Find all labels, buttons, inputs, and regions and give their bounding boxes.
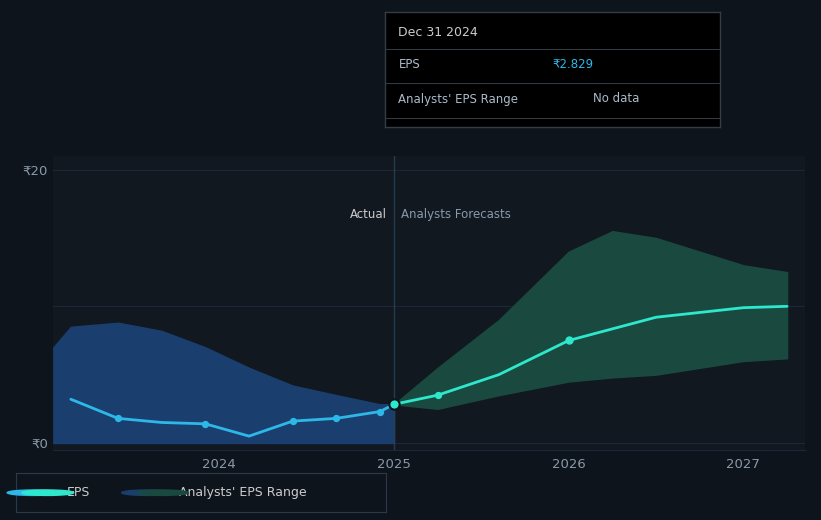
Text: Dec 31 2024: Dec 31 2024	[398, 26, 478, 39]
Point	[388, 400, 401, 409]
Circle shape	[7, 490, 59, 496]
Point	[112, 414, 125, 423]
Text: Analysts Forecasts: Analysts Forecasts	[401, 208, 511, 221]
Circle shape	[122, 490, 173, 496]
Circle shape	[136, 490, 188, 496]
Text: ₹2.829: ₹2.829	[553, 58, 594, 71]
Text: EPS: EPS	[398, 58, 420, 71]
Point	[374, 407, 387, 415]
Circle shape	[22, 490, 74, 496]
Point	[562, 336, 576, 345]
Text: No data: No data	[593, 93, 639, 106]
Text: Actual: Actual	[350, 208, 387, 221]
Point	[431, 391, 444, 399]
Point	[287, 417, 300, 425]
Text: Analysts' EPS Range: Analysts' EPS Range	[398, 93, 518, 106]
Text: Analysts' EPS Range: Analysts' EPS Range	[179, 486, 306, 499]
Text: EPS: EPS	[67, 486, 89, 499]
Point	[199, 420, 212, 428]
Point	[330, 414, 343, 423]
